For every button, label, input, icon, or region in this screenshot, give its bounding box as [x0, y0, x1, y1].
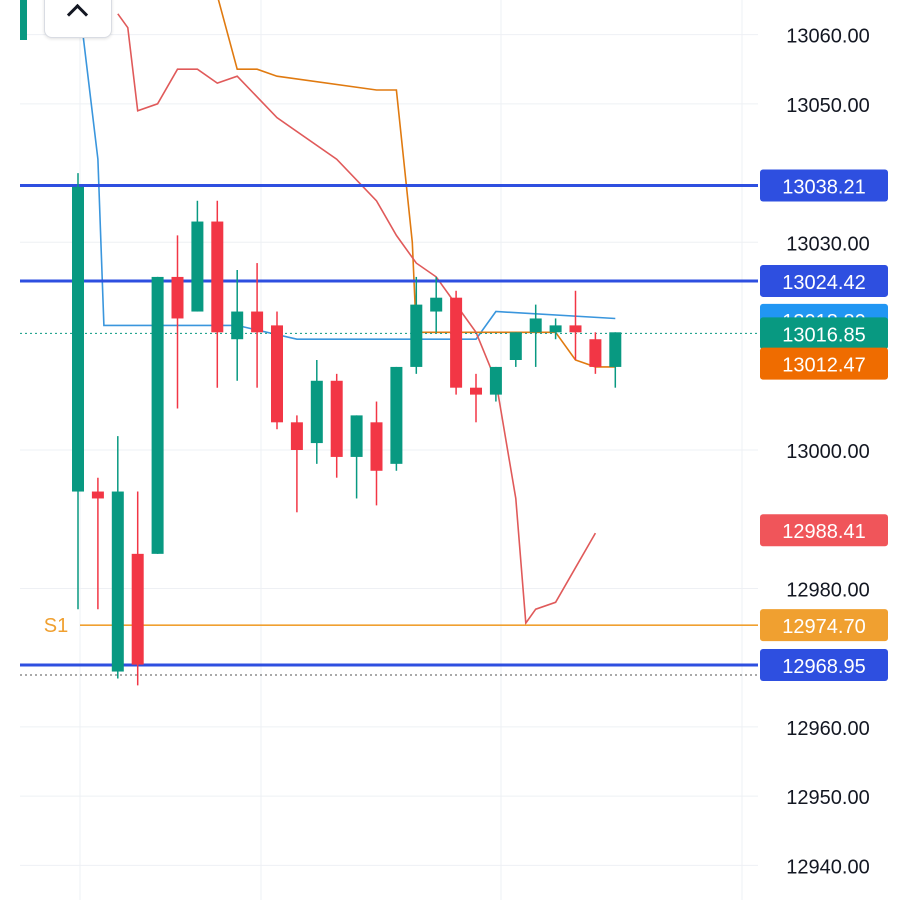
candle-body-19[interactable] [450, 297, 463, 388]
candle-body-27[interactable] [609, 332, 622, 367]
candle-body-24[interactable] [549, 325, 562, 333]
candle-body-3[interactable] [131, 553, 144, 665]
candle-body-10[interactable] [271, 325, 283, 423]
y-tick-label-4: 12980.00 [786, 579, 869, 601]
y-tick-label-1: 13050.00 [786, 95, 869, 117]
series-color-marker [20, 0, 27, 40]
y-tick-label-0: 13060.00 [786, 26, 869, 48]
candle-body-22[interactable] [509, 332, 522, 360]
candle-body-25[interactable] [569, 325, 582, 333]
candle-body-18[interactable] [430, 297, 443, 312]
candle-body-20[interactable] [470, 387, 482, 395]
level-price-tag-3-bg [760, 648, 888, 681]
level-price-tag-1-bg [760, 264, 888, 297]
indicator-line-0 [78, 0, 616, 340]
candle-body-13[interactable] [330, 380, 343, 457]
level-price-tag-2: 12974.70 [782, 616, 865, 638]
candle-body-26[interactable] [589, 339, 602, 367]
candle-body-12[interactable] [310, 380, 323, 444]
y-tick-label-2: 13030.00 [786, 233, 869, 255]
level-price-tag-3: 12968.95 [782, 656, 865, 678]
candle-body-0[interactable] [72, 186, 84, 492]
y-tick-label-7: 12940.00 [786, 856, 869, 878]
candle-body-6[interactable] [191, 221, 204, 312]
price-tag-3-bg [760, 514, 888, 547]
candle-body-8[interactable] [231, 311, 244, 340]
candle-body-17[interactable] [410, 304, 423, 367]
candle-body-4[interactable] [151, 276, 164, 554]
candle-body-9[interactable] [251, 311, 264, 333]
candle-body-14[interactable] [350, 415, 363, 457]
pivot-label-2: S1 [44, 615, 68, 637]
price-tag-1-bg [760, 317, 888, 350]
price-tag-1: 13016.85 [782, 324, 865, 346]
y-tick-label-5: 12960.00 [786, 718, 869, 740]
candle-body-5[interactable] [171, 276, 184, 319]
candle-body-7[interactable] [211, 221, 224, 333]
level-price-tag-0-bg [760, 169, 888, 202]
level-price-tag-2-bg [760, 609, 888, 642]
price-tag-2: 13012.47 [782, 355, 865, 377]
indicator-line-2 [117, 13, 597, 626]
candle-body-21[interactable] [489, 366, 502, 395]
price-tag-2-bg [760, 347, 888, 380]
level-price-tag-0: 13038.21 [782, 176, 865, 198]
candle-body-11[interactable] [290, 422, 303, 450]
y-tick-label-6: 12950.00 [786, 787, 869, 809]
collapse-button[interactable] [44, 0, 112, 38]
candle-body-2[interactable] [111, 491, 124, 672]
candle-body-16[interactable] [390, 366, 403, 464]
level-price-tag-1: 13024.42 [782, 272, 865, 294]
chevron-up-icon [66, 3, 89, 26]
y-tick-label-3: 13000.00 [786, 441, 869, 463]
price-tag-3: 12988.41 [782, 521, 865, 543]
candle-body-15[interactable] [370, 422, 383, 471]
candle-body-1[interactable] [91, 491, 104, 499]
candle-body-23[interactable] [529, 318, 542, 333]
